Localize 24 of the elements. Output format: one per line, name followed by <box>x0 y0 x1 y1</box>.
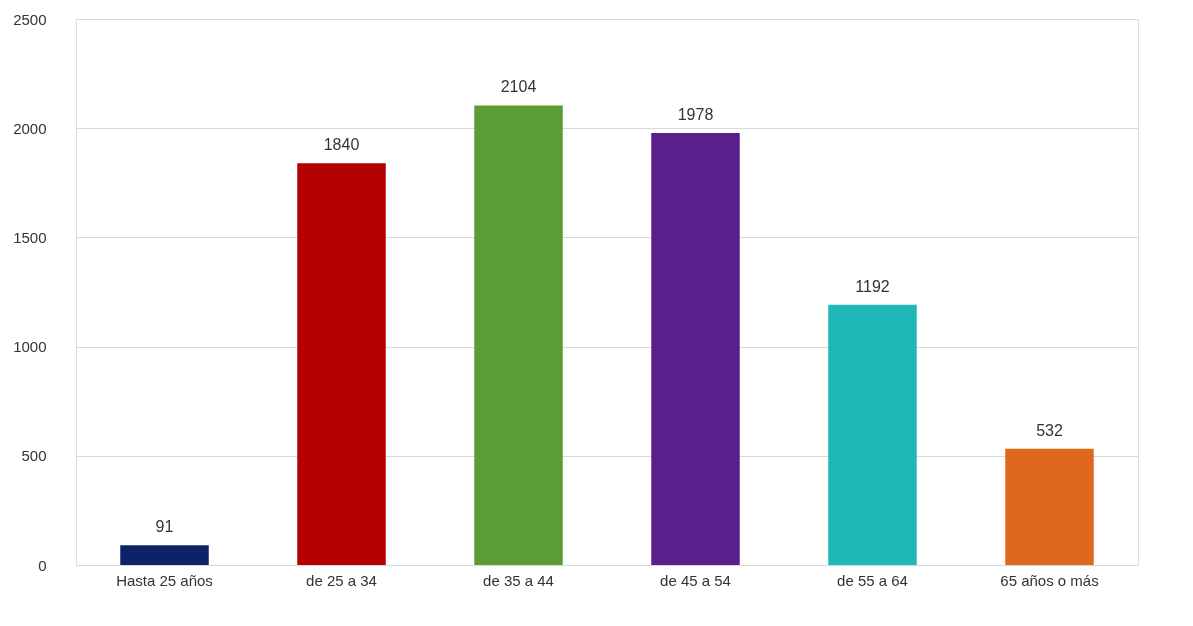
y-tick-label: 0 <box>38 556 47 574</box>
x-tick-label: Hasta 25 años <box>116 571 213 589</box>
x-tick-label: de 25 a 34 <box>306 571 377 589</box>
data-label: 1978 <box>677 106 714 123</box>
bar <box>828 304 917 565</box>
y-tick-label: 2000 <box>13 119 47 137</box>
x-tick-label: de 35 a 44 <box>483 571 554 589</box>
bar <box>474 105 563 565</box>
data-label: 532 <box>1036 421 1063 439</box>
bar <box>120 545 209 565</box>
data-label: 91 <box>155 518 174 536</box>
x-tick-label: 65 años o más <box>1000 571 1099 589</box>
y-tick-label: 1500 <box>13 228 47 246</box>
data-label: 2104 <box>500 78 537 96</box>
y-tick-label: 1000 <box>13 338 47 356</box>
data-label: 1192 <box>855 277 890 295</box>
data-label: 1840 <box>323 136 360 154</box>
bar <box>297 163 386 565</box>
bar <box>651 133 740 565</box>
y-tick-label: 500 <box>21 447 47 465</box>
x-tick-label: de 45 a 54 <box>660 571 731 589</box>
x-tick-label: de 55 a 64 <box>837 571 908 589</box>
y-tick-label: 2500 <box>13 10 47 28</box>
bar <box>1005 448 1094 565</box>
